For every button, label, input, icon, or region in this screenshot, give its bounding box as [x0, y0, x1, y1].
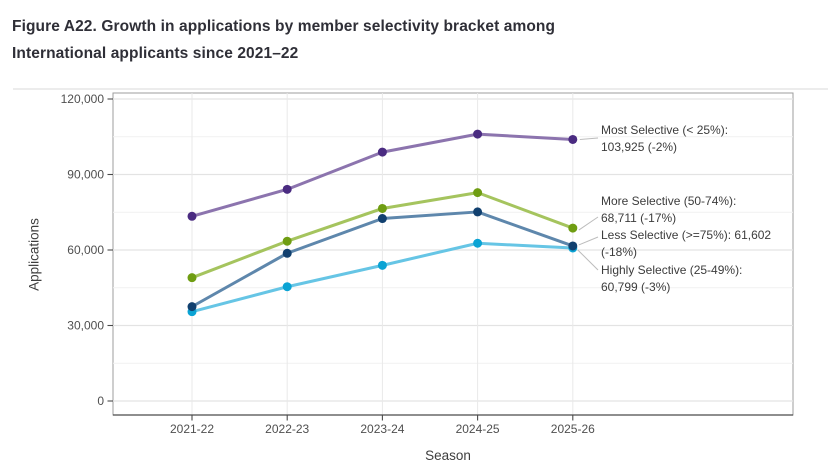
- annotation-most-selective-line1: Most Selective (< 25%):: [601, 123, 729, 137]
- y-tick-label: 90,000: [67, 168, 104, 182]
- annotation-highly-selective: Highly Selective (25-49%): 60,799 (-3%): [601, 262, 742, 296]
- data-point: [377, 214, 387, 224]
- data-point: [282, 248, 292, 258]
- annotation-less-selective: Less Selective (>=75%): 61,602 (-18%): [601, 227, 771, 261]
- annotation-less-selective-line2: (-18%): [601, 245, 638, 259]
- data-point: [187, 302, 197, 312]
- data-point: [282, 184, 292, 194]
- figure-title-line2: International applicants since 2021–22: [12, 45, 299, 62]
- data-point: [377, 147, 387, 157]
- data-point: [473, 188, 483, 198]
- leader-line: [578, 216, 599, 231]
- y-tick-label: 120,000: [61, 92, 105, 106]
- y-axis-title: Applications: [26, 218, 42, 291]
- annotation-more-selective-line2: 68,711 (-17%): [601, 211, 677, 225]
- data-point: [187, 211, 197, 221]
- figure-title-line1: Figure A22. Growth in applications by me…: [12, 18, 556, 35]
- annotation-less-selective-line1: Less Selective (>=75%): 61,602: [601, 228, 772, 242]
- x-tick-label: 2023-24: [360, 422, 404, 436]
- data-point: [568, 134, 578, 144]
- data-point: [568, 223, 578, 233]
- x-tick-label: 2021-22: [170, 422, 214, 436]
- data-point: [568, 241, 578, 251]
- annotation-most-selective-line2: 103,925 (-2%): [601, 140, 678, 154]
- data-point: [473, 238, 483, 248]
- figure-title: Figure A22. Growth in applications by me…: [12, 13, 772, 67]
- x-tick-label: 2025-26: [551, 422, 595, 436]
- y-tick-label: 0: [97, 394, 104, 408]
- annotation-more-selective-line1: More Selective (50-74%):: [601, 194, 737, 208]
- x-tick-label: 2024-25: [456, 422, 500, 436]
- annotation-highly-selective-line2: 60,799 (-3%): [601, 280, 671, 294]
- annotation-more-selective: More Selective (50-74%): 68,711 (-17%): [601, 193, 736, 227]
- data-point: [282, 236, 292, 246]
- leader-line: [579, 137, 599, 140]
- data-point: [187, 273, 197, 283]
- data-point: [282, 282, 292, 292]
- leader-line: [578, 236, 599, 246]
- data-point: [473, 207, 483, 217]
- x-axis-title: Season: [425, 448, 471, 463]
- x-tick-label: 2022-23: [265, 422, 309, 436]
- data-point: [377, 203, 387, 213]
- y-tick-label: 60,000: [67, 243, 104, 257]
- annotation-most-selective: Most Selective (< 25%): 103,925 (-2%): [601, 122, 728, 156]
- plot-panel: [112, 92, 794, 416]
- data-point: [473, 129, 483, 139]
- y-tick-label: 30,000: [67, 319, 104, 333]
- annotation-highly-selective-line1: Highly Selective (25-49%):: [601, 263, 743, 277]
- data-point: [377, 260, 387, 270]
- leader-line: [577, 249, 599, 271]
